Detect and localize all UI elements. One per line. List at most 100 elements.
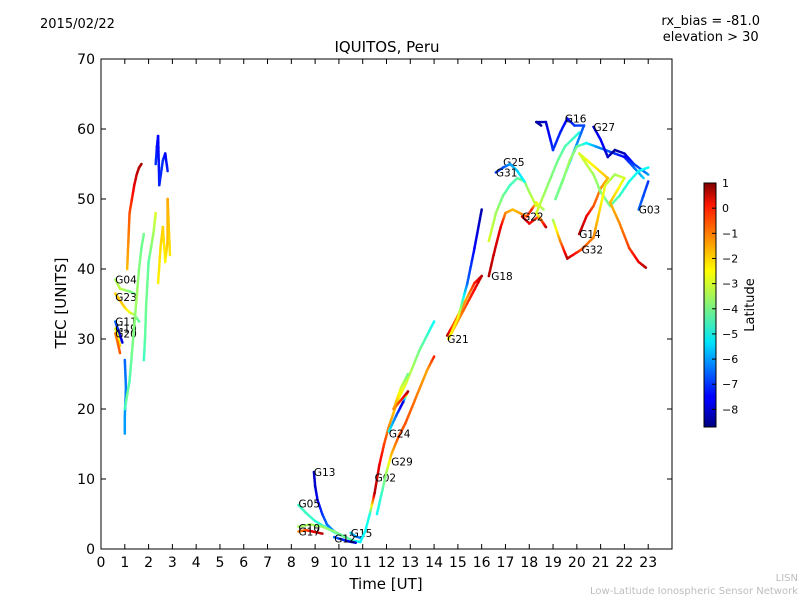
colorbar-gradient — [703, 182, 717, 428]
satellite-label: G03 — [639, 205, 661, 217]
x-tick-label: 13 — [401, 555, 419, 571]
series-G18 — [487, 201, 545, 278]
colorbar-tick-label: −1 — [722, 227, 738, 240]
colorbar-label: Latitude — [743, 278, 758, 332]
data-point — [480, 208, 484, 211]
data-point — [646, 166, 650, 169]
x-tick-label: 20 — [568, 555, 586, 571]
data-point — [535, 204, 538, 208]
colorbar-tick-label: −3 — [722, 278, 738, 291]
x-tick-label: 7 — [263, 555, 272, 571]
data-point — [646, 173, 650, 176]
data-point — [121, 341, 124, 344]
x-tick-label: 23 — [639, 555, 657, 571]
x-tick-label: 5 — [215, 555, 224, 571]
colorbar-tick-label: 0 — [722, 202, 729, 215]
satellite-label: G20 — [115, 328, 137, 340]
x-axis-label: Time [UT] — [348, 575, 422, 593]
satellite-label: G11 — [115, 317, 137, 329]
series-G15 — [349, 531, 362, 540]
data-point — [432, 355, 436, 358]
series-G21 — [445, 208, 484, 341]
satellite-label: G21 — [447, 334, 469, 346]
satellite-label: G23 — [115, 292, 137, 304]
series-track-7 — [125, 162, 143, 271]
satellite-label: G18 — [491, 271, 513, 283]
satellite-label: G12 — [334, 534, 356, 546]
satellite-label: G15 — [351, 528, 373, 540]
x-tick-label: 14 — [425, 555, 443, 571]
credit: LISN Low-Latitude Ionospheric Sensor Net… — [590, 572, 798, 598]
date-label: 2015/02/22 — [40, 17, 115, 32]
x-tick-label: 17 — [497, 555, 515, 571]
x-tick-label: 16 — [473, 555, 491, 571]
x-tick-label: 0 — [97, 555, 106, 571]
colorbar-tick-label: −2 — [722, 252, 738, 265]
series-G16 — [535, 117, 645, 201]
data-point — [406, 372, 410, 376]
y-axis-label: TEC [UNITS] — [52, 258, 70, 350]
data-point — [321, 532, 324, 535]
satellite-label: G17 — [299, 527, 321, 539]
colorbar-tick-label: 1 — [722, 177, 729, 190]
receiver-info: rx_bias = -81.0 elevation > 30 — [661, 14, 760, 46]
data-point — [142, 232, 146, 236]
x-tick-label: 22 — [616, 555, 634, 571]
series-track-6 — [123, 232, 146, 411]
x-tick-label: 1 — [120, 555, 129, 571]
x-tick-label: 8 — [287, 555, 296, 571]
x-tick-label: 2 — [144, 555, 153, 571]
colorbar-tick-label: −4 — [722, 303, 738, 316]
y-tick-label: 70 — [77, 52, 95, 68]
satellite-label: G13 — [314, 467, 336, 479]
data-point — [354, 541, 357, 544]
series-G17 — [297, 528, 324, 535]
x-tick-label: 3 — [168, 555, 177, 571]
data-point — [140, 162, 143, 166]
data-point — [542, 208, 545, 211]
y-tick-label: 50 — [77, 192, 95, 208]
x-tick-label: 9 — [311, 555, 320, 571]
y-tick-label: 10 — [77, 472, 95, 488]
satellite-label: G31 — [496, 167, 518, 179]
data-point — [432, 320, 436, 323]
data-point — [644, 266, 648, 269]
x-tick-label: 18 — [520, 555, 538, 571]
satellite-label: G24 — [389, 429, 411, 441]
x-tick-label: 11 — [354, 555, 372, 571]
satellite-label: G22 — [522, 212, 544, 224]
y-tick-label: 0 — [86, 542, 95, 558]
x-tick-label: 12 — [378, 555, 396, 571]
y-tick-label: 60 — [77, 122, 95, 138]
data-point — [133, 292, 136, 295]
colorbar-tick-label: −5 — [722, 328, 738, 341]
series-G10 — [297, 523, 355, 542]
data-point — [168, 253, 172, 257]
series-G24 — [387, 372, 410, 433]
x-tick-label: 10 — [330, 555, 348, 571]
credit-long: Low-Latitude Ionospheric Sensor Network — [590, 586, 798, 597]
data-point — [137, 320, 141, 323]
satellite-label: G16 — [565, 114, 587, 126]
series-G02 — [359, 320, 436, 544]
data-point — [642, 176, 645, 180]
series-G14 — [577, 152, 650, 236]
series-G32 — [551, 173, 648, 269]
series-G03 — [637, 180, 650, 211]
series-G12 — [332, 535, 357, 544]
satellite-label: G27 — [594, 122, 616, 134]
satellite-label: G04 — [115, 275, 137, 287]
chart-title: IQUITOS, Peru — [334, 38, 439, 56]
satellite-label: G32 — [582, 244, 604, 256]
x-tick-label: 21 — [592, 555, 610, 571]
series-G04 — [114, 278, 136, 295]
x-tick-label: 4 — [192, 555, 201, 571]
colorbar-tick-label: −7 — [722, 378, 738, 391]
x-tick-label: 6 — [239, 555, 248, 571]
series-track-10 — [156, 197, 172, 285]
series-G22 — [520, 131, 581, 229]
rx-bias-label: rx_bias = -81.0 — [661, 14, 760, 29]
data-point — [166, 169, 169, 173]
data-point — [523, 180, 526, 183]
